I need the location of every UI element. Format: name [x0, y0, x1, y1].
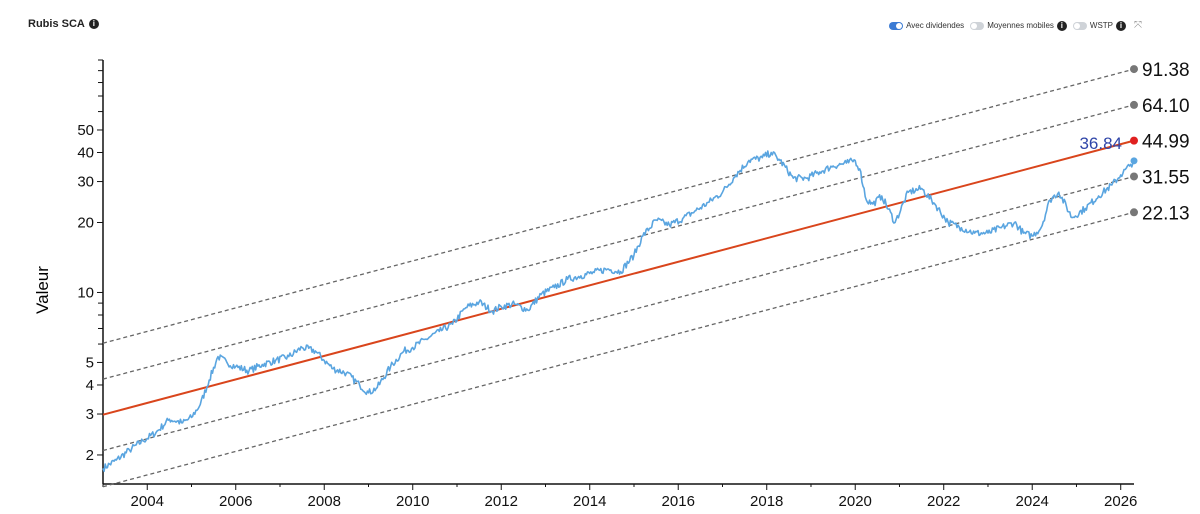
y-tick-label: 4	[86, 377, 94, 394]
toggle-label: Moyennes mobiles	[987, 21, 1054, 30]
x-tick-label: 2026	[1104, 493, 1137, 510]
trend-end-label: 31.55	[1142, 167, 1190, 188]
trend-end-label: 22.13	[1142, 203, 1190, 224]
y-tick-label: 50	[77, 122, 94, 139]
info-icon[interactable]: i	[1116, 20, 1126, 31]
trend-line-trend	[102, 139, 1135, 416]
y-tick-label: 2	[86, 447, 94, 464]
toggle-switch-icon[interactable]	[970, 21, 985, 30]
toggle-switch-icon[interactable]	[889, 21, 904, 30]
axes: 2 3 4 5 10 20 30 40 50 2004 2006 2008 2010 2012 2014 20…	[77, 59, 1137, 510]
x-tick-label: 2012	[485, 493, 518, 510]
x-tick-label: 2006	[219, 493, 252, 510]
trend-line-lower-1	[102, 175, 1135, 452]
y-tick-label: 20	[77, 214, 94, 231]
x-tick-label: 2020	[839, 493, 872, 510]
price-line	[102, 150, 1135, 473]
expand-icon[interactable]: ⤧	[1134, 20, 1142, 31]
trend-end-dot	[1130, 100, 1138, 109]
trend-end-dot	[1130, 172, 1138, 181]
y-tick-label: 30	[77, 174, 94, 191]
toggle-label: WSTP	[1089, 21, 1113, 30]
toggle-wstp[interactable]: WSTP i	[1072, 20, 1126, 31]
price-series	[102, 150, 1138, 473]
x-tick-label: 2008	[308, 493, 341, 510]
toggle-dividends[interactable]: Avec dividendes	[889, 21, 964, 30]
chart-header: Rubis SCA i	[28, 18, 99, 30]
end-labels: 91.38 64.10 44.99 31.55 22.13	[1130, 60, 1190, 224]
trend-end-dot	[1130, 65, 1138, 74]
y-tick-label: 3	[86, 406, 94, 423]
chart-toolbar: Avec dividendes Moyennes mobiles i WSTP …	[889, 20, 1142, 31]
info-icon[interactable]: i	[88, 19, 99, 29]
y-tick-label: 5	[86, 354, 94, 371]
trend-line-upper-1	[102, 104, 1135, 380]
x-tick-label: 2016	[662, 493, 695, 510]
trend-lines	[102, 68, 1135, 488]
x-tick-label: 2010	[396, 493, 429, 510]
x-tick-label: 2024	[1016, 493, 1049, 510]
x-tick-label: 2014	[573, 493, 606, 510]
toggle-switch-icon[interactable]	[1072, 21, 1087, 30]
info-icon[interactable]: i	[1056, 20, 1067, 31]
y-axis-label: Valeur	[33, 266, 52, 314]
trend-line-lower-2	[102, 211, 1135, 488]
toggle-label: Avec dividendes	[906, 21, 965, 30]
trend-end-dot	[1130, 136, 1138, 145]
trend-line-upper-2	[102, 68, 1135, 344]
x-tick-label: 2004	[131, 493, 164, 510]
y-tick-label: 40	[77, 145, 94, 162]
x-tick-label: 2018	[750, 493, 783, 510]
x-tick-label: 2022	[927, 493, 960, 510]
trend-end-dot	[1130, 208, 1138, 217]
trend-end-label: 44.99	[1142, 132, 1190, 153]
current-price-dot	[1130, 157, 1138, 165]
chart-title: Rubis SCA	[28, 18, 85, 30]
toggle-moving-averages[interactable]: Moyennes mobiles i	[970, 20, 1067, 31]
trend-end-label: 64.10	[1142, 96, 1190, 117]
y-tick-label: 10	[77, 284, 94, 301]
current-value-label: 36.84	[1079, 134, 1122, 153]
trend-end-label: 91.38	[1142, 60, 1190, 81]
